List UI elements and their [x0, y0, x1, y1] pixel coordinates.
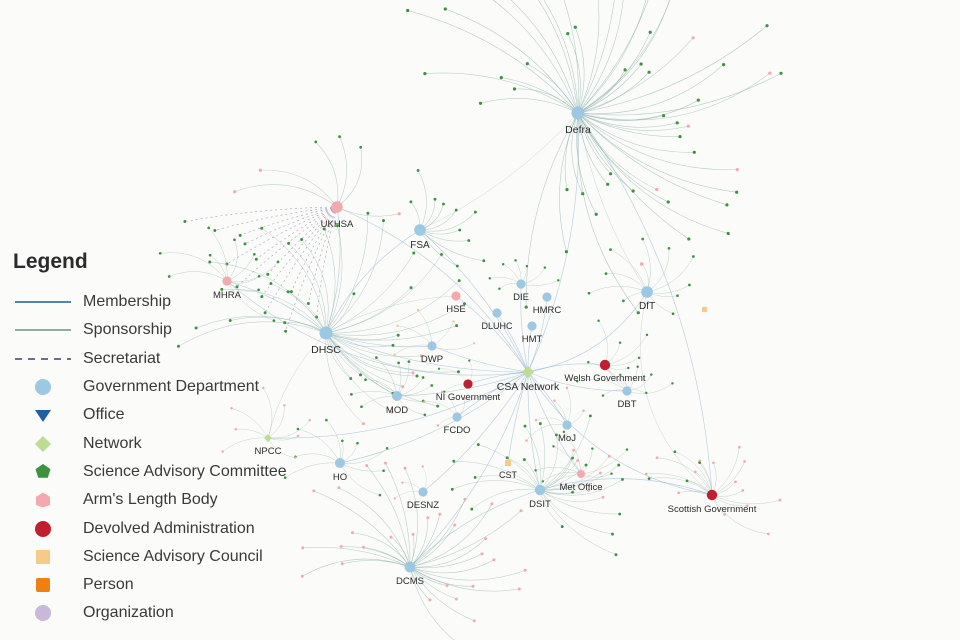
svg-text:DSIT: DSIT [529, 499, 551, 510]
svg-text:HSE: HSE [446, 304, 466, 315]
svg-text:Defra: Defra [565, 124, 591, 136]
svg-text:DESNZ: DESNZ [407, 500, 439, 511]
svg-text:Met Office: Met Office [559, 482, 602, 493]
svg-text:DHSC: DHSC [311, 344, 341, 356]
svg-text:HMT: HMT [522, 334, 543, 345]
svg-text:HO: HO [333, 472, 347, 483]
svg-text:CST: CST [499, 470, 518, 480]
svg-text:DLUHC: DLUHC [481, 321, 513, 331]
svg-text:MOD: MOD [386, 405, 408, 416]
svg-text:DWP: DWP [421, 354, 443, 365]
svg-text:DCMS: DCMS [396, 576, 424, 587]
svg-text:Scottish Government: Scottish Government [668, 504, 757, 515]
svg-text:DIE: DIE [513, 292, 529, 303]
svg-text:Welsh Government: Welsh Government [564, 373, 645, 384]
svg-text:FSA: FSA [410, 240, 430, 251]
svg-text:DBT: DBT [618, 399, 637, 410]
svg-text:UKHSA: UKHSA [321, 219, 354, 230]
svg-text:NI Government: NI Government [436, 392, 501, 403]
svg-text:DfT: DfT [639, 301, 655, 312]
svg-text:MoJ: MoJ [558, 433, 576, 444]
svg-text:CSA Network: CSA Network [497, 381, 560, 393]
svg-text:HMRC: HMRC [533, 305, 562, 316]
svg-text:FCDO: FCDO [444, 425, 471, 436]
